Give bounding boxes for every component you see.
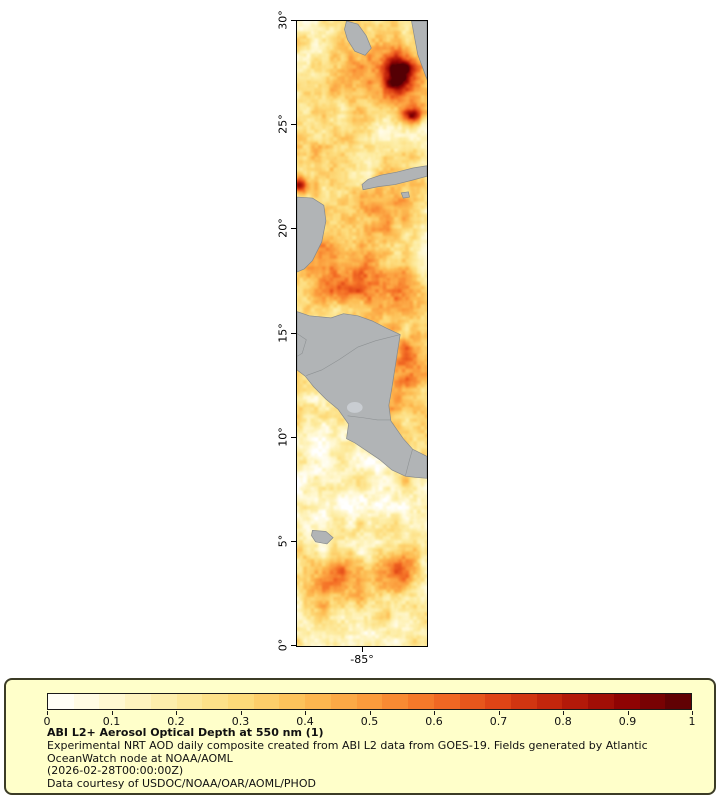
- colorbar-segment: [279, 694, 306, 709]
- caption-description: Experimental NRT AOD daily composite cre…: [47, 738, 648, 765]
- colorbar-segment: [382, 694, 409, 709]
- caption-title: ABI L2+ Aerosol Optical Depth at 550 nm …: [47, 726, 324, 739]
- lat-tick-label: 5°: [276, 534, 290, 548]
- lat-tick-label: 30°: [276, 10, 290, 30]
- lat-tick-label: 0°: [276, 638, 290, 652]
- colorbar-segment: [305, 694, 331, 709]
- colorbar-segment: [562, 694, 589, 709]
- colorbar-tick: [627, 711, 629, 715]
- caption-credit: Data courtesy of USDOC/NOAA/OAR/AOML/PHO…: [47, 777, 316, 791]
- colorbar-tick: [369, 711, 371, 715]
- colorbar-tick: [434, 711, 435, 715]
- lat-tick: [291, 332, 296, 334]
- colorbar-segment: [613, 694, 640, 709]
- colorbar-tick: [111, 711, 113, 715]
- colorbar-segment: [665, 694, 691, 709]
- lat-tick: [291, 20, 296, 21]
- colorbar-tick-label: 0.4: [296, 715, 314, 728]
- colorbar-tick-label: 0.7: [489, 715, 508, 728]
- aod-map-canvas: [297, 21, 427, 646]
- colorbar-segment: [73, 694, 100, 709]
- caption-panel: 0 0.1 0.2 0.3 0.4 0.5 0.6 0.7 0.8 0.9 1 ABI L2+ Ae…: [4, 678, 716, 795]
- colorbar-segment: [330, 694, 357, 709]
- colorbar-segment: [510, 694, 537, 709]
- caption-timestamp: (2026-02-28T00:00:00Z): [47, 764, 184, 778]
- lat-tick-label: 15°: [276, 322, 290, 343]
- lon-tick: [362, 647, 363, 652]
- colorbar-segment: [588, 694, 614, 709]
- colorbar-tick: [692, 711, 693, 715]
- lat-tick: [291, 124, 296, 126]
- colorbar-segment: [150, 694, 177, 709]
- colorbar-tick-label: 0.9: [618, 715, 637, 728]
- colorbar-tick: [47, 711, 48, 715]
- colorbar-segment: [356, 694, 383, 709]
- colorbar-tick-label: 1: [688, 715, 696, 728]
- lat-tick: [291, 228, 296, 230]
- lat-tick-label: 10°: [276, 426, 290, 447]
- colorbar-tick-label: 0.5: [360, 715, 379, 728]
- colorbar-tick-label: 0: [43, 715, 51, 728]
- colorbar-tick: [240, 711, 242, 715]
- colorbar-tick: [176, 711, 177, 715]
- colorbar-tick: [563, 711, 564, 715]
- lon-tick-label: -85°: [350, 653, 374, 666]
- colorbar-segment: [459, 694, 486, 709]
- colorbar-tick: [498, 711, 500, 715]
- lat-tick: [291, 540, 296, 542]
- colorbar-tick-label: 0.6: [425, 715, 443, 728]
- colorbar-segment: [485, 694, 511, 709]
- colorbar-tick-label: 0.3: [231, 715, 250, 728]
- colorbar: [47, 693, 692, 710]
- colorbar-tick-label: 0.8: [554, 715, 572, 728]
- colorbar-segment: [99, 694, 126, 709]
- lat-tick-label: 25°: [276, 114, 290, 134]
- colorbar-segment: [48, 694, 74, 709]
- colorbar-segment: [202, 694, 229, 709]
- map-frame: [296, 20, 428, 647]
- lat-tick: [291, 645, 296, 646]
- colorbar-segment: [639, 694, 666, 709]
- colorbar-tick-label: 0.2: [167, 715, 185, 728]
- colorbar-tick-label: 0.1: [102, 715, 121, 728]
- colorbar-segment: [176, 694, 203, 709]
- lat-tick: [291, 436, 296, 438]
- colorbar-segment: [536, 694, 563, 709]
- colorbar-segment: [253, 694, 280, 709]
- caption-text: ABI L2+ Aerosol Optical Depth at 550 nm …: [47, 726, 689, 791]
- colorbar-segment: [433, 694, 460, 709]
- lat-tick-label: 20°: [276, 218, 290, 239]
- colorbar-tick: [305, 711, 306, 715]
- colorbar-segment: [228, 694, 254, 709]
- colorbar-segment: [408, 694, 434, 709]
- colorbar-segment: [125, 694, 151, 709]
